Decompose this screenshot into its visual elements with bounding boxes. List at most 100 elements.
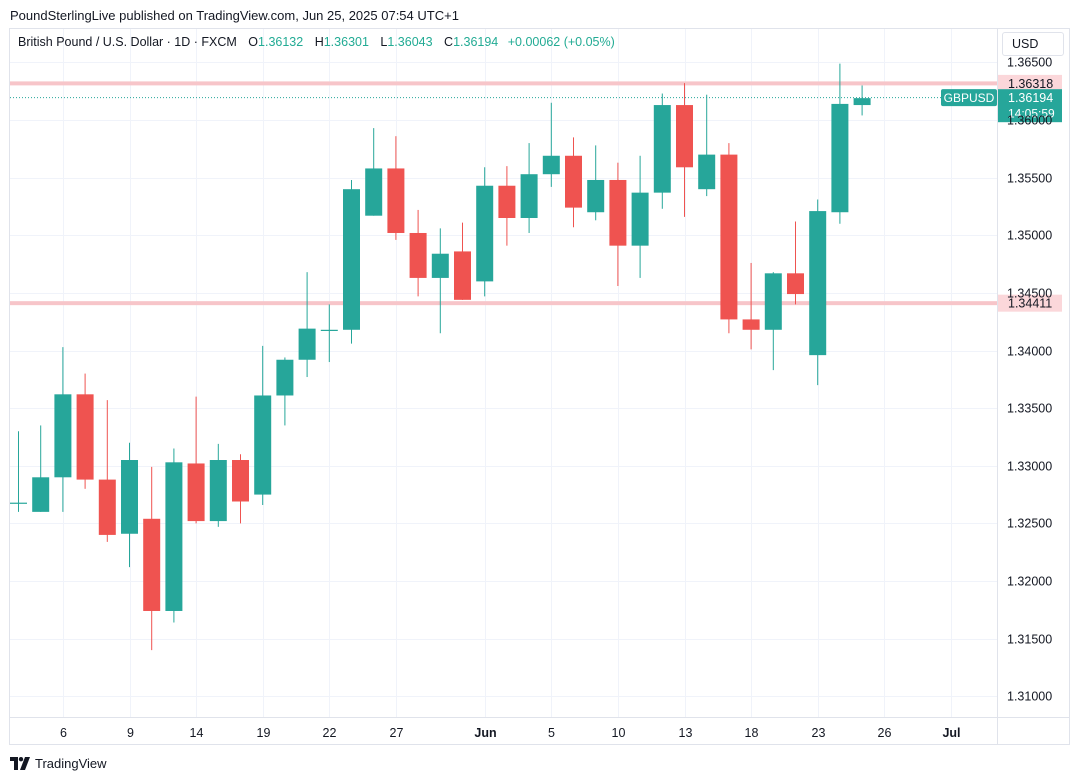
footer-brand[interactable]: TradingView	[10, 756, 107, 771]
price-tick-label: 1.33000	[1007, 460, 1052, 474]
legend-low-value: 1.36043	[387, 35, 433, 49]
candle-body	[853, 98, 871, 106]
candle-body	[409, 232, 427, 278]
candle-body	[653, 105, 671, 193]
time-tick-label: 23	[812, 726, 826, 740]
time-tick-label: 22	[323, 726, 337, 740]
legend-high-label: H	[314, 35, 324, 49]
legend-close-label: C	[444, 35, 454, 49]
price-tick-label: 1.33500	[1007, 402, 1052, 416]
symbol-legend: British Pound / U.S. Dollar · 1D · FXCM …	[18, 35, 615, 49]
candle-body	[143, 518, 161, 611]
candle-body	[764, 273, 782, 330]
candle-body	[32, 477, 50, 512]
horizontal-level-line	[10, 81, 997, 86]
candle-body	[809, 211, 827, 356]
candle	[764, 272, 782, 371]
currency-selector-button[interactable]: USD	[1002, 32, 1064, 56]
level-price-badge	[998, 74, 1062, 92]
candle-body	[520, 174, 538, 218]
grid	[10, 29, 1069, 744]
candle	[232, 454, 249, 524]
price-tick-label: 1.34500	[1007, 287, 1052, 301]
candle-body	[54, 394, 72, 478]
time-tick-label: 6	[60, 726, 67, 740]
candle	[143, 466, 161, 651]
candle	[209, 443, 227, 527]
candle-body	[676, 105, 693, 168]
candle	[742, 262, 760, 350]
candle-body	[254, 395, 272, 495]
price-tick-label: 1.31500	[1007, 633, 1052, 647]
symbol-badge	[941, 89, 997, 107]
candle	[787, 221, 804, 305]
candle	[320, 304, 338, 363]
price-tick-label: 1.34000	[1007, 345, 1052, 359]
candle	[387, 136, 405, 240]
candle	[121, 442, 138, 568]
candle-body	[787, 273, 804, 295]
time-axis: 6 9 14 19 22 27 Jun 5 10 13 18 23 26 Jul	[60, 726, 961, 740]
candle	[698, 94, 716, 197]
countdown-label: 14:05:59	[1008, 107, 1055, 121]
candle-body	[298, 328, 316, 360]
candle	[254, 345, 272, 505]
candle-body	[10, 502, 27, 504]
horizontal-level-line	[10, 301, 997, 306]
candle	[609, 162, 627, 286]
candle-body	[698, 154, 716, 190]
candle	[565, 137, 582, 228]
time-tick-label: 9	[127, 726, 134, 740]
candle-body	[565, 155, 582, 208]
legend-open-value: 1.36132	[258, 35, 304, 49]
candle	[631, 155, 649, 278]
candle	[676, 83, 693, 217]
candle-body	[454, 251, 471, 300]
last-price-label: 1.36194	[1008, 91, 1053, 105]
candle-body	[742, 319, 760, 330]
legend-close-value: 1.36194	[453, 35, 499, 49]
candle-body	[320, 329, 338, 331]
price-tick-label: 1.32000	[1007, 575, 1052, 589]
time-tick-label: 13	[679, 726, 693, 740]
candle-body	[609, 179, 627, 246]
candle	[298, 272, 316, 378]
candle-body	[387, 168, 405, 233]
candle	[187, 396, 205, 524]
time-tick-label: 19	[257, 726, 271, 740]
candle	[520, 143, 538, 233]
candle-body	[121, 460, 138, 534]
candles	[10, 63, 871, 651]
time-tick-label: 14	[190, 726, 204, 740]
candle-body	[276, 359, 294, 396]
tradingview-logo-icon	[10, 757, 30, 770]
price-tick-label: 1.35000	[1007, 229, 1052, 243]
candle-body	[343, 189, 360, 330]
price-tick-label: 1.35500	[1007, 172, 1052, 186]
candle-body	[831, 103, 849, 213]
time-tick-label: Jun	[474, 726, 496, 740]
candle	[276, 357, 294, 426]
candle-body	[431, 253, 449, 278]
level-price-label: 1.34411	[1008, 297, 1052, 311]
time-tick-label: 10	[612, 726, 626, 740]
candle	[720, 143, 738, 334]
candle	[587, 145, 605, 221]
time-tick-label: Jul	[942, 726, 960, 740]
legend-high-value: 1.36301	[323, 35, 369, 49]
candle	[32, 425, 50, 512]
candle	[853, 85, 871, 116]
candle-body	[165, 462, 183, 611]
candle	[653, 93, 671, 209]
price-axis: 1.36500 1.36000 1.35500 1.35000 1.34500 1.340…	[1007, 56, 1052, 704]
candle-body	[587, 179, 605, 213]
candle	[831, 63, 849, 224]
candle	[10, 431, 27, 512]
candle-body	[98, 479, 116, 535]
time-tick-label: 18	[745, 726, 759, 740]
footer-brand-label: TradingView	[35, 756, 107, 771]
candle	[165, 448, 183, 623]
time-tick-label: 5	[548, 726, 555, 740]
candle-body	[542, 155, 560, 175]
